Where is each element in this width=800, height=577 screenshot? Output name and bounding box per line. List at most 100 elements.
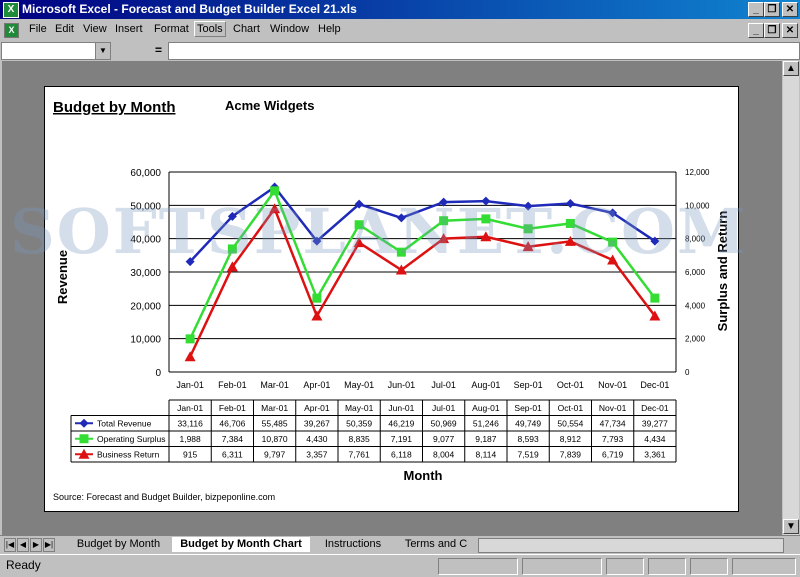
- name-box[interactable]: ▼: [1, 42, 111, 60]
- table-header-cell: Mar-01: [261, 403, 288, 413]
- x-tick-label: Dec-01: [640, 380, 669, 390]
- series-line: [188, 188, 656, 340]
- table-value-cell: 50,969: [431, 418, 457, 428]
- prev-sheet-icon[interactable]: ◀: [17, 538, 29, 552]
- doc-close-icon[interactable]: ✕: [782, 23, 798, 38]
- table-value-cell: 7,191: [391, 434, 413, 444]
- menu-format[interactable]: Format: [154, 23, 189, 35]
- data-table: Jan-01 Feb-01 Mar-01 Apr-01 May-01 Jun-01 Jul-…: [70, 399, 677, 463]
- data-point-diamond: [439, 197, 449, 207]
- table-header-cell: May-01: [345, 403, 374, 413]
- doc-restore-icon[interactable]: ❐: [764, 23, 780, 38]
- y-tick-label: 50,000: [130, 201, 161, 212]
- status-cell: [690, 558, 728, 575]
- data-point-triangle: [480, 231, 492, 242]
- horizontal-scrollbar[interactable]: [478, 538, 784, 553]
- chevron-down-icon[interactable]: ▼: [95, 43, 110, 59]
- vertical-scrollbar[interactable]: ▲ ▼: [783, 61, 799, 535]
- table-value-cell: 39,267: [304, 418, 330, 428]
- y-axis-label: Revenue: [55, 250, 70, 304]
- y2-tick-label: 10,000: [685, 201, 710, 210]
- data-point-diamond: [481, 196, 491, 206]
- table-header-cell: Aug-01: [472, 403, 500, 413]
- menu-file[interactable]: File: [29, 23, 47, 35]
- data-point-square: [227, 244, 237, 254]
- restore-icon[interactable]: ❐: [764, 2, 780, 17]
- data-point-diamond: [523, 201, 533, 211]
- table-value-cell: 47,734: [600, 418, 626, 428]
- formula-bar: ▼ =: [0, 41, 800, 60]
- menu-tools[interactable]: Tools: [194, 21, 226, 37]
- table-value-cell: 50,554: [557, 418, 583, 428]
- table-value-cell: 6,311: [222, 449, 243, 459]
- table-value-cell: 50,359: [346, 418, 372, 428]
- tab-budget-by-month-chart[interactable]: Budget by Month Chart: [172, 537, 310, 552]
- data-point-triangle: [269, 203, 281, 214]
- legend-entry: Business Return: [97, 449, 160, 459]
- data-point-square: [270, 186, 280, 196]
- data-point-square: [312, 293, 322, 303]
- status-bar: Ready: [0, 554, 800, 577]
- menu-edit[interactable]: Edit: [55, 23, 74, 35]
- menu-insert[interactable]: Insert: [115, 23, 143, 35]
- data-point-square: [396, 247, 406, 257]
- table-value-cell: 3,361: [644, 449, 666, 459]
- scroll-down-icon[interactable]: ▼: [783, 519, 799, 534]
- data-point-diamond: [396, 213, 406, 223]
- table-value-cell: 4,430: [306, 434, 328, 444]
- y-tick-label: 20,000: [130, 301, 161, 312]
- status-text: Ready: [6, 558, 41, 572]
- formula-input[interactable]: [168, 42, 800, 60]
- table-value-cell: 9,797: [264, 449, 286, 459]
- y2-tick-label: 2,000: [685, 335, 706, 344]
- data-point-triangle: [564, 235, 576, 246]
- tab-instructions[interactable]: Instructions: [324, 538, 382, 550]
- table-value-cell: 10,870: [262, 434, 288, 444]
- table-value-cell: 49,749: [515, 418, 541, 428]
- y-tick-label: 10,000: [130, 335, 161, 346]
- table-value-cell: 7,839: [560, 449, 582, 459]
- table-value-cell: 9,187: [475, 434, 497, 444]
- table-value-cell: 8,835: [348, 434, 370, 444]
- table-header-cell: Feb-01: [219, 403, 246, 413]
- close-icon[interactable]: ✕: [782, 2, 798, 17]
- workbook-icon[interactable]: X: [4, 23, 19, 38]
- y2-tick-label: 0: [685, 368, 690, 377]
- x-tick-label: Jun-01: [388, 380, 416, 390]
- chart-page[interactable]: Budget by Month Acme Widgets Revenue Sur…: [44, 86, 739, 512]
- data-point-square: [79, 434, 89, 444]
- minimize-icon[interactable]: _: [748, 2, 764, 17]
- y-tick-label: 30,000: [130, 268, 161, 279]
- table-value-cell: 915: [183, 449, 197, 459]
- scroll-up-icon[interactable]: ▲: [783, 61, 799, 76]
- table-value-cell: 46,219: [388, 418, 414, 428]
- tab-budget-by-month[interactable]: Budget by Month: [76, 538, 161, 550]
- chart-title: Budget by Month: [53, 99, 175, 116]
- tab-terms[interactable]: Terms and C: [404, 538, 468, 550]
- menu-view[interactable]: View: [83, 23, 107, 35]
- status-cell: [732, 558, 796, 575]
- last-sheet-icon[interactable]: ▶|: [43, 538, 55, 552]
- menu-help[interactable]: Help: [318, 23, 341, 35]
- table-header-cell: Jul-01: [432, 403, 455, 413]
- data-point-triangle: [184, 351, 196, 362]
- table-value-cell: 7,793: [602, 434, 624, 444]
- series-line: [188, 206, 656, 358]
- table-value-cell: 46,706: [219, 418, 245, 428]
- table-value-cell: 1,988: [179, 434, 201, 444]
- doc-minimize-icon[interactable]: _: [748, 23, 764, 38]
- menu-chart[interactable]: Chart: [233, 23, 260, 35]
- y2-tick-label: 8,000: [685, 235, 706, 244]
- excel-icon[interactable]: X: [3, 2, 19, 18]
- menu-window[interactable]: Window: [270, 23, 310, 35]
- next-sheet-icon[interactable]: ▶: [30, 538, 42, 552]
- y2-tick-label: 12,000: [685, 168, 710, 177]
- status-cell: [648, 558, 686, 575]
- y2-tick-label: 4,000: [685, 301, 706, 310]
- first-sheet-icon[interactable]: |◀: [4, 538, 16, 552]
- data-point-diamond: [79, 418, 89, 428]
- y-tick-label: 0: [155, 368, 161, 379]
- table-header-cell: Jan-01: [177, 403, 203, 413]
- data-point-square: [608, 237, 618, 247]
- table-value-cell: 6,719: [602, 449, 624, 459]
